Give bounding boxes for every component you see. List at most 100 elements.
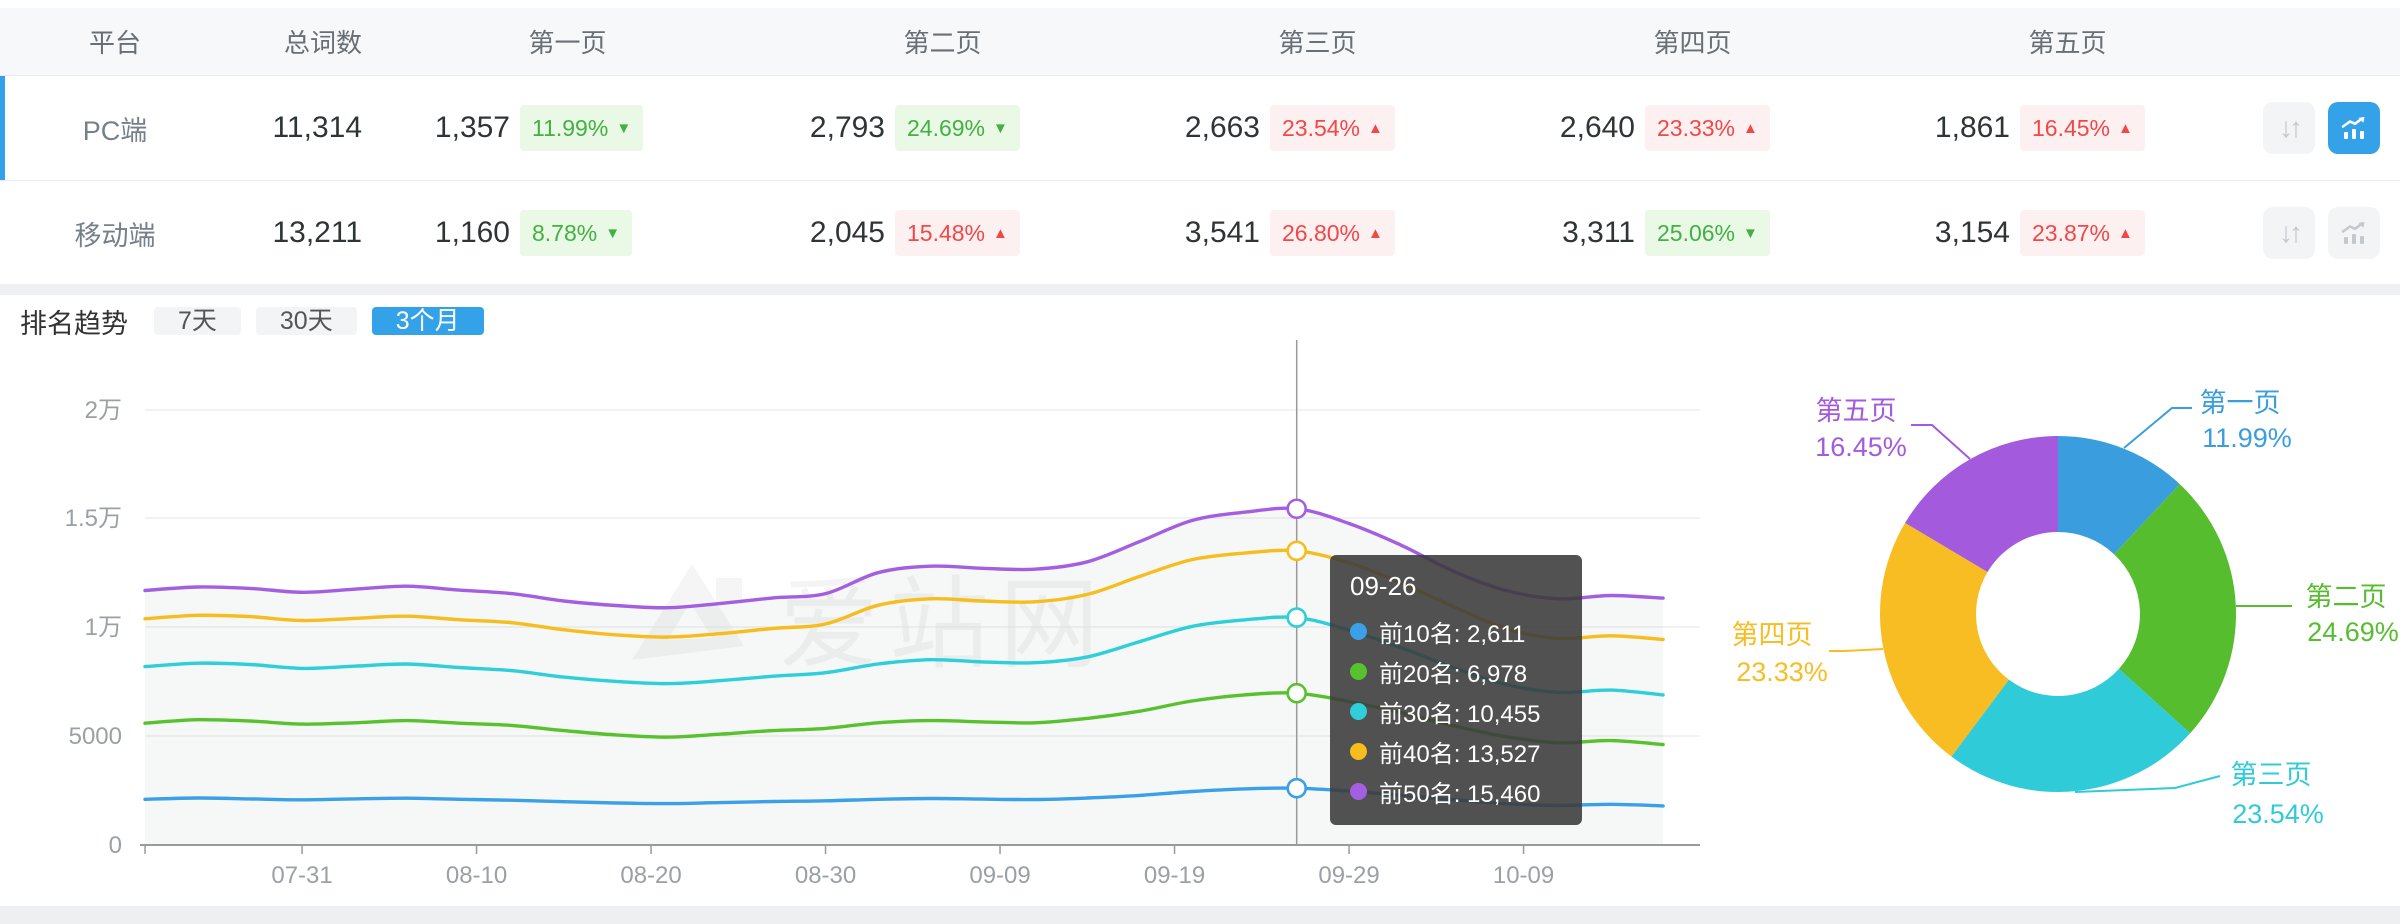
section-divider	[0, 284, 2400, 295]
page-count: 2,045	[809, 216, 885, 249]
change-badge: 23.87% ▲	[2020, 210, 2145, 256]
area-fill	[145, 508, 1664, 845]
tooltip-label-value: 前10名: 2,611	[1379, 620, 1526, 648]
crosshair-marker	[1286, 540, 1307, 562]
page-count: 1,861	[1934, 111, 2010, 144]
x-axis-label: 07-31	[271, 862, 332, 889]
column-header-6: 第五页	[2028, 28, 2107, 58]
donut-slice-第四页[interactable]	[1879, 522, 2009, 757]
crosshair-marker	[1286, 777, 1307, 799]
crosshair-marker	[1286, 682, 1307, 704]
tooltip-label-value: 前30名: 10,455	[1379, 700, 1541, 728]
trend-title: 排名趋势	[20, 308, 128, 339]
arrow-up-icon: ▲	[1368, 119, 1383, 137]
table-row[interactable]: 移动端 13,211 1,160 8.78% ▼ 2,045 15.48% ▲ 3,541 26.…	[0, 181, 2400, 286]
donut-label-connector	[1829, 648, 1884, 652]
trend-chart-button[interactable]	[2328, 207, 2380, 259]
rank-table-header: 平台 总词数 第一页 第二页 第三页 第四页 第五页	[0, 8, 2400, 76]
donut-slice-label: 第五页	[1816, 396, 1897, 426]
change-badge: 11.99% ▼	[520, 105, 644, 151]
donut-slice-第二页[interactable]	[2114, 484, 2237, 734]
change-percent: 26.80%	[1282, 219, 1361, 246]
series-dot-icon	[1350, 662, 1367, 680]
sort-rank-button[interactable]: ↓↑	[2263, 207, 2315, 259]
page-distribution-donut-chart[interactable]: 第一页 11.99% 第二页 24.69% 第三页 23.54% 第四页 23.33% 第五页 1…	[1630, 295, 2400, 906]
series-dot-icon	[1350, 782, 1367, 800]
row-actions: ↓↑	[2255, 102, 2400, 154]
column-header-3: 第二页	[903, 28, 982, 58]
donut-slice-percent: 11.99%	[2202, 423, 2292, 453]
change-badge: 16.45% ▲	[2020, 105, 2145, 151]
crosshair-marker	[1286, 498, 1307, 520]
change-percent: 15.48%	[907, 219, 986, 246]
rank-table: 平台 总词数 第一页 第二页 第三页 第四页 第五页 PC端 11,314 1,357 11.99…	[0, 8, 2400, 286]
page-2-cell: 2,793 24.69% ▼	[755, 105, 1130, 151]
page-5-cell: 1,861 16.45% ▲	[1880, 105, 2255, 151]
series-line-前50名	[143, 506, 1665, 610]
trend-chart-icon	[2341, 117, 2365, 139]
x-axis-label: 08-20	[620, 862, 681, 889]
tab-range-1[interactable]: 7天	[154, 307, 241, 335]
table-row[interactable]: PC端 11,314 1,357 11.99% ▼ 2,793 24.69% ▼ 2,663 23…	[0, 76, 2400, 181]
series-dot-icon	[1350, 702, 1367, 720]
donut-slice-percent: 24.69%	[2307, 617, 2399, 647]
tab-range-2[interactable]: 30天	[255, 307, 357, 335]
page-4-cell: 2,640 23.33% ▲	[1505, 105, 1880, 151]
change-percent: 23.33%	[1657, 114, 1736, 141]
column-header-4: 第三页	[1278, 28, 1357, 58]
change-percent: 23.87%	[2032, 219, 2111, 246]
change-badge: 23.33% ▲	[1645, 105, 1770, 151]
column-header-2: 第一页	[528, 28, 607, 58]
donut-slice-label: 第二页	[2306, 582, 2387, 612]
tooltip-label-value: 前40名: 13,527	[1379, 740, 1541, 768]
page-bottom-band	[0, 906, 2400, 924]
donut-slice-第五页[interactable]	[1905, 436, 2058, 573]
donut-slice-第一页[interactable]	[2058, 436, 2180, 555]
page-1-cell: 1,160 8.78% ▼	[380, 210, 755, 256]
change-percent: 24.69%	[907, 114, 986, 141]
row-actions: ↓↑	[2255, 207, 2400, 259]
page-3-cell: 2,663 23.54% ▲	[1130, 105, 1505, 151]
y-axis-label: 1.5万	[65, 505, 122, 532]
range-tabs: 7天 30天 3个月	[154, 300, 499, 342]
tooltip-date: 09-26	[1350, 571, 1417, 601]
page-count: 3,154	[1934, 216, 2010, 249]
tooltip-label-value: 前50名: 15,460	[1379, 780, 1541, 808]
change-percent: 11.99%	[532, 114, 609, 141]
column-header-0: 平台	[88, 28, 141, 58]
page-count: 2,663	[1184, 111, 1260, 144]
donut-slice-第三页[interactable]	[1951, 668, 2191, 793]
tooltip-row: 前20名: 6,978	[1350, 651, 1562, 691]
x-axis-label: 09-19	[1144, 862, 1205, 889]
change-percent: 23.54%	[1282, 114, 1361, 141]
page-3-cell: 3,541 26.80% ▲	[1130, 210, 1505, 256]
y-axis-label: 1万	[85, 614, 122, 641]
arrow-down-icon: ▼	[605, 224, 621, 242]
trend-chart-button[interactable]	[2328, 102, 2380, 154]
tab-range-3[interactable]: 3个月	[371, 307, 484, 335]
trend-header: 排名趋势 7天 30天 3个月	[20, 299, 499, 343]
arrow-up-icon: ▲	[2118, 119, 2133, 137]
x-axis-label: 09-29	[1318, 862, 1379, 889]
tooltip-label-value: 前20名: 6,978	[1379, 660, 1528, 688]
trend-chart-icon	[2341, 222, 2365, 244]
arrow-up-icon: ▲	[2118, 224, 2133, 242]
arrow-down-icon: ▼	[1743, 224, 1758, 242]
series-dot-icon	[1350, 742, 1367, 760]
donut-slice-label: 第一页	[2200, 388, 2281, 418]
crosshair-marker	[1286, 607, 1307, 628]
change-percent: 25.06%	[1657, 219, 1736, 246]
arrow-down-icon: ▼	[993, 119, 1008, 137]
tooltip-rows: 前10名: 2,611 前20名: 6,978 前30名: 10,455 前40名: …	[1350, 611, 1562, 811]
page-4-cell: 3,311 25.06% ▼	[1505, 210, 1880, 256]
sort-rank-button[interactable]: ↓↑	[2263, 102, 2315, 154]
change-percent: 16.45%	[2032, 114, 2111, 141]
page-count: 2,640	[1559, 111, 1635, 144]
column-header-1: 总词数	[283, 28, 362, 58]
page-count: 1,160	[434, 216, 510, 249]
donut-slice-label: 第四页	[1732, 620, 1813, 650]
series-dot-icon	[1350, 622, 1367, 640]
arrow-up-icon: ▲	[1368, 224, 1383, 242]
